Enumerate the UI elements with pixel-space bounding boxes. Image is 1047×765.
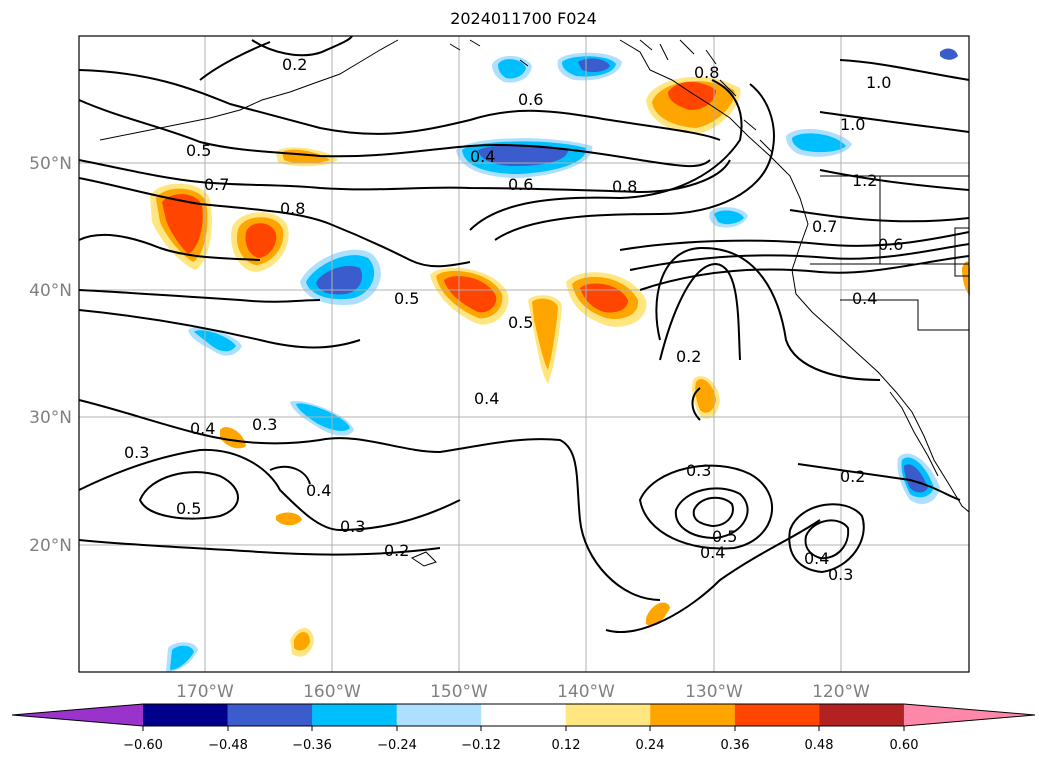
contour-label: 0.4 xyxy=(306,481,331,500)
contour-label: 0.6 xyxy=(518,90,543,109)
lon-label: 130°W xyxy=(685,682,743,702)
colorbar: −0.60 −0.48 −0.36 −0.24 −0.12 0.12 0.24 … xyxy=(11,703,1036,753)
colorbar-cell xyxy=(312,704,398,726)
map-title: 2024011700 F024 xyxy=(450,9,597,28)
contour-label: 0.8 xyxy=(612,177,637,196)
contour-label: 0.8 xyxy=(280,199,305,218)
contour-label: 0.3 xyxy=(340,517,365,536)
contour-label: 0.6 xyxy=(878,235,903,254)
contour-label: 1.2 xyxy=(852,171,877,190)
contour-label: 0.4 xyxy=(804,549,829,568)
contour-label: 0.5 xyxy=(186,141,211,160)
coastlines xyxy=(99,39,970,567)
colorbar-ticks xyxy=(142,726,905,731)
colorbar-tick-label: 0.60 xyxy=(890,738,919,753)
contour-label: 0.5 xyxy=(712,527,737,546)
colorbar-cell xyxy=(12,704,143,726)
lat-axis-labels: 50°N 40°N 30°N 20°N xyxy=(29,154,72,556)
lat-label: 40°N xyxy=(29,281,72,301)
map-frame xyxy=(78,35,970,673)
contour-label: 0.4 xyxy=(470,147,495,166)
contour-label: 0.5 xyxy=(508,313,533,332)
contour-label: 0.3 xyxy=(252,415,277,434)
contour-label: 0.2 xyxy=(840,467,865,486)
lon-label: 170°W xyxy=(176,682,234,702)
colorbar-tick-label: 0.48 xyxy=(805,738,834,753)
colorbar-tick-label: −0.60 xyxy=(123,738,163,753)
lat-label: 30°N xyxy=(29,408,72,428)
contour-label: 0.4 xyxy=(190,419,215,438)
map-gridlines xyxy=(79,36,969,672)
contour-label: 0.4 xyxy=(474,389,499,408)
contour-label: 0.7 xyxy=(204,175,229,194)
colorbar-cell xyxy=(565,704,651,726)
colorbar-cell xyxy=(227,704,313,726)
colorbar-tick-label: −0.12 xyxy=(461,738,501,753)
contour-label: 0.2 xyxy=(676,347,701,366)
contour-label: 0.2 xyxy=(384,541,409,560)
colorbar-tick-label: −0.36 xyxy=(292,738,332,753)
colorbar-tick-label: 0.12 xyxy=(552,738,581,753)
contour-label-group: 0.2 0.6 0.8 1.0 1.0 0.5 0.4 0.6 0.8 1.2 … xyxy=(124,55,903,584)
colorbar-tick-label: 0.36 xyxy=(721,738,750,753)
colorbar-cell xyxy=(396,704,482,726)
lon-label: 140°W xyxy=(557,682,615,702)
contour-label: 0.3 xyxy=(828,565,853,584)
contour-label: 1.0 xyxy=(840,115,865,134)
contour-label: 0.8 xyxy=(694,63,719,82)
colorbar-cell xyxy=(734,704,820,726)
contour-label: 0.6 xyxy=(508,175,533,194)
contour-label: 0.4 xyxy=(700,543,725,562)
colorbar-cell xyxy=(819,704,905,726)
colorbar-cell xyxy=(143,704,229,726)
contour-label: 0.7 xyxy=(812,217,837,236)
contour-lines xyxy=(78,35,970,633)
shaded-anomalies xyxy=(150,48,970,672)
colorbar-tick-label: −0.24 xyxy=(377,738,417,753)
colorbar-cell xyxy=(650,704,736,726)
contour-label: 0.3 xyxy=(124,443,149,462)
lat-label: 20°N xyxy=(29,536,72,556)
lat-label: 50°N xyxy=(29,154,72,174)
contour-label: 0.4 xyxy=(852,289,877,308)
lon-label: 150°W xyxy=(430,682,488,702)
lon-label: 120°W xyxy=(812,682,870,702)
colorbar-tick-label: −0.48 xyxy=(208,738,248,753)
colorbar-cell xyxy=(481,704,567,726)
contour-label: 0.5 xyxy=(394,289,419,308)
colorbar-tick-label: 0.24 xyxy=(636,738,665,753)
lon-axis-labels: 170°W 160°W 150°W 140°W 130°W 120°W xyxy=(176,682,870,702)
colorbar-cell xyxy=(903,704,1035,726)
contour-label: 0.2 xyxy=(282,55,307,74)
contour-label: 0.3 xyxy=(686,461,711,480)
lon-label: 160°W xyxy=(303,682,361,702)
contour-label: 1.0 xyxy=(866,73,891,92)
contour-label: 0.5 xyxy=(176,499,201,518)
